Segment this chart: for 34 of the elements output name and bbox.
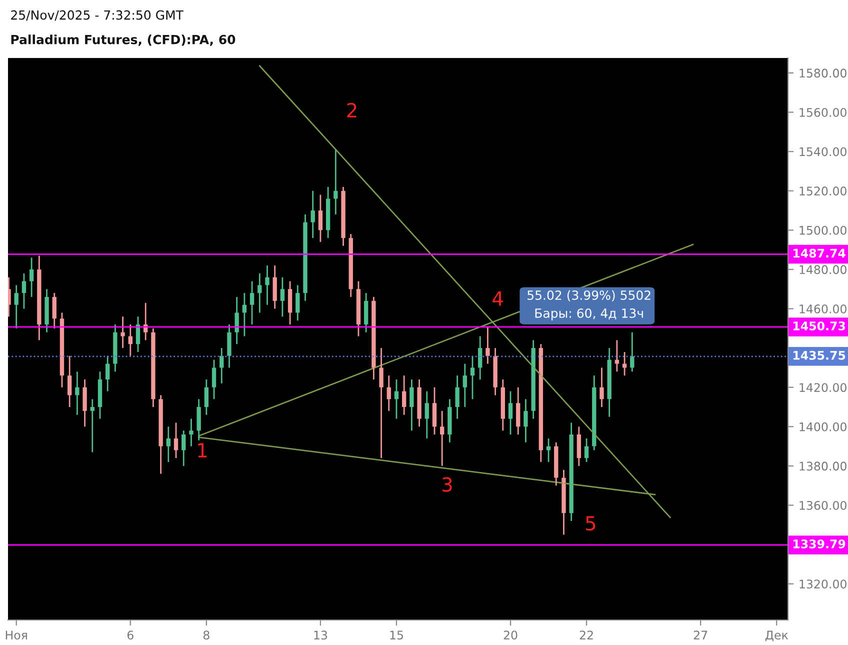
chart-title: Palladium Futures, (CFD):PA, 60 (11, 34, 236, 46)
annotation: 2 (347, 102, 356, 118)
y-tick-label: 1560.00 (800, 108, 846, 117)
y-tick-label: 1520.00 (800, 186, 846, 196)
y-tick-label: 1580.00 (800, 68, 846, 78)
ref-line-label: 1450.73 (794, 321, 845, 330)
text: 25/Nov/2025 - 7:32:50 GMT (11, 10, 184, 21)
y-tick-label: 1540.00 (800, 147, 846, 156)
x-tick-label: 22 (580, 630, 593, 640)
y-tick-label: 1360.00 (800, 500, 846, 510)
annotation: 3 (442, 477, 452, 492)
x-tick-label: 13 (314, 630, 328, 640)
y-tick-label: 1460.00 (800, 304, 846, 314)
x-tick-label: 15 (390, 630, 403, 640)
annotation: 55.02 (3.99%) 5502 (528, 290, 650, 302)
x-tick-label: Ноя (6, 630, 27, 640)
ref-line-label: 1435.75 (794, 350, 846, 360)
annotation: 4 (492, 291, 503, 306)
y-tick-label: 1480.00 (800, 265, 846, 274)
x-tick-label: 27 (694, 630, 708, 640)
annotation: Бары: 60, 4д 13ч (535, 308, 643, 320)
x-tick-label: 8 (203, 630, 210, 640)
x-tick-label: 6 (127, 630, 134, 640)
y-tick-label: 1320.00 (800, 580, 846, 588)
y-tick-label: 1420.00 (800, 383, 846, 392)
annotation: 5 (586, 516, 596, 531)
y-tick-label: 1380.00 (800, 462, 846, 471)
x-tick-label: 20 (504, 630, 518, 640)
ref-line-label: 1339.79 (794, 539, 846, 548)
annotation: 1 (198, 443, 207, 458)
x-tick-label: Дек (765, 630, 788, 642)
ref-line-label: 1487.74 (794, 248, 846, 258)
y-tick-label: 1400.00 (800, 422, 846, 432)
y-tick-label: 1500.00 (800, 226, 846, 235)
